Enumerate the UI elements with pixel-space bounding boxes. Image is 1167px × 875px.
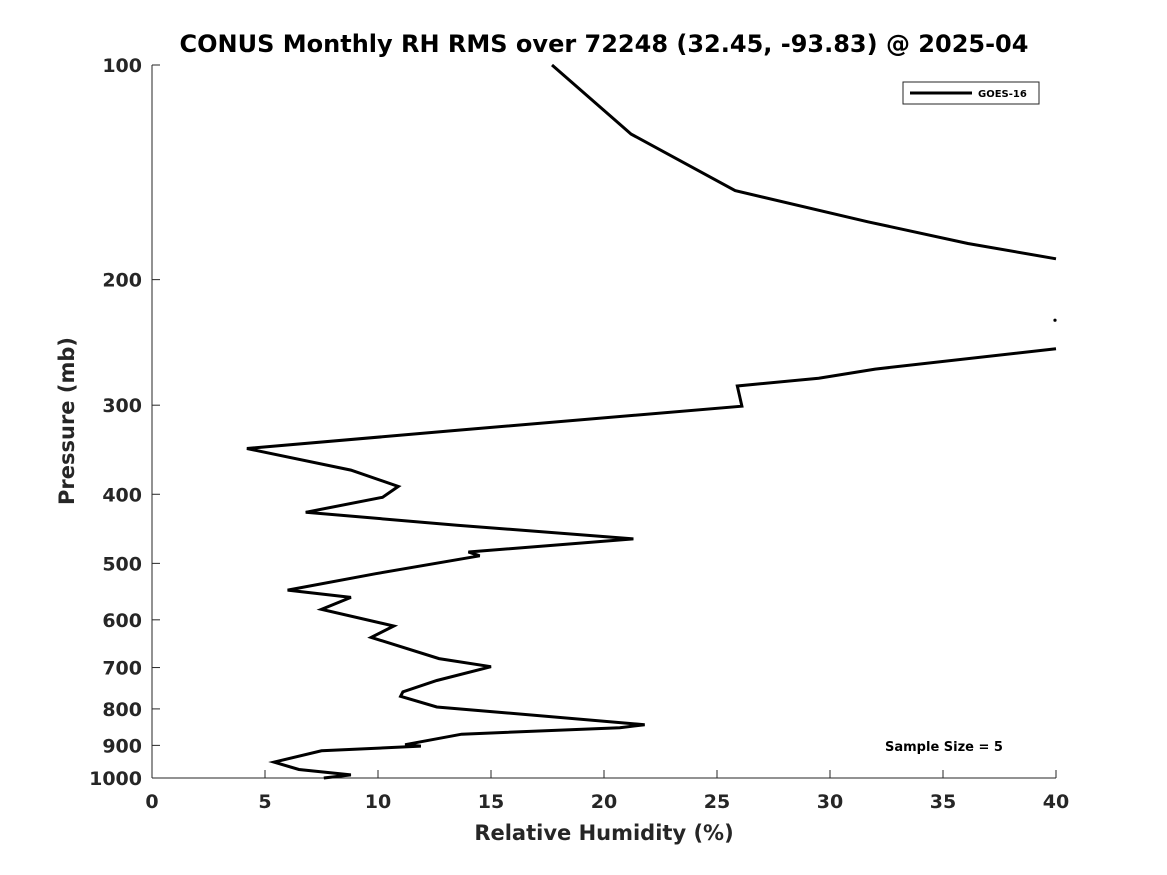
x-tick-label: 40: [1043, 791, 1069, 813]
plot-area: 0 5 10 15 20 25 30 35 40 100 200 300 400 500 600 700 80…: [89, 55, 1069, 813]
y-tick-label: 200: [102, 270, 142, 292]
plot-background: [152, 65, 1056, 778]
y-axis-label: Pressure (mb): [55, 337, 79, 505]
x-tick-label: 25: [704, 791, 730, 813]
y-tick-label: 300: [102, 395, 142, 417]
series-layer: [246, 63, 1057, 780]
x-ticks: 0 5 10 15 20 25 30 35 40: [145, 770, 1069, 813]
x-axis-label: Relative Humidity (%): [474, 821, 733, 845]
legend-label-goes-16: GOES-16: [978, 89, 1027, 100]
x-tick-label: 15: [478, 791, 504, 813]
x-tick-label: 35: [930, 791, 956, 813]
y-tick-label: 1000: [89, 768, 142, 790]
y-tick-label: 500: [102, 553, 142, 575]
series-line-goes-16: [551, 63, 1057, 261]
y-tick-label: 700: [102, 658, 142, 680]
x-tick-label: 30: [817, 791, 843, 813]
y-tick-label: 600: [102, 610, 142, 632]
series-point-goes-16: [1053, 318, 1057, 322]
sample-size-annotation: Sample Size = 5: [885, 740, 1003, 755]
x-tick-label: 10: [365, 791, 391, 813]
series-line-goes-16: [246, 347, 1057, 780]
y-tick-label: 100: [102, 55, 142, 77]
y-tick-label: 400: [102, 484, 142, 506]
y-tick-label: 900: [102, 735, 142, 757]
x-tick-label: 5: [258, 791, 271, 813]
x-tick-label: 20: [591, 791, 617, 813]
y-tick-label: 800: [102, 699, 142, 721]
y-ticks: 100 200 300 400 500 600 700 800 900 1000: [89, 55, 160, 790]
legend: GOES-16: [902, 81, 1040, 105]
x-tick-label: 0: [145, 791, 158, 813]
chart-title: CONUS Monthly RH RMS over 72248 (32.45, …: [180, 30, 1029, 58]
